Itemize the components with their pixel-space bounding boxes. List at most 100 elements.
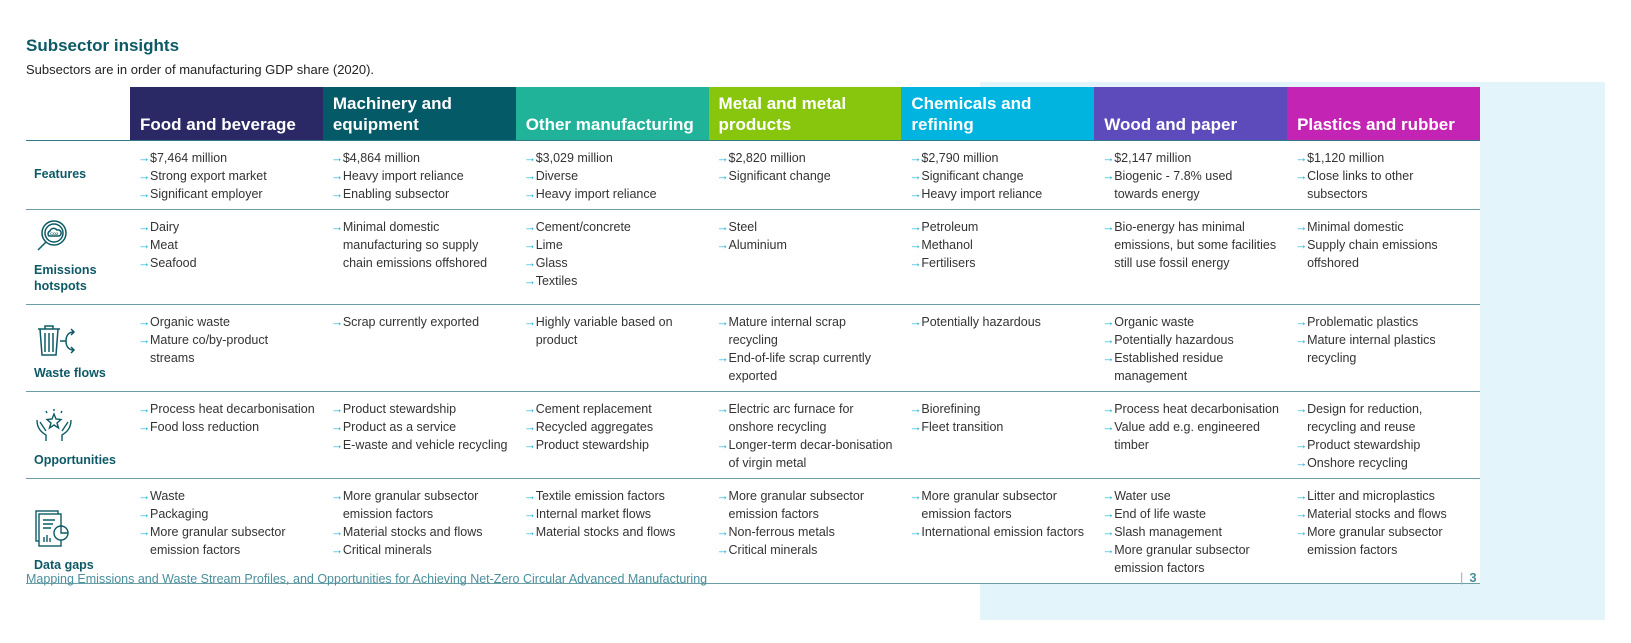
arrow-right-icon: → xyxy=(523,314,537,329)
arrow-right-icon: → xyxy=(1295,168,1308,183)
arrow-right-icon: → xyxy=(716,350,730,365)
subsector-table: Food and beverage Machinery and equipment… xyxy=(26,87,1480,584)
row-label-text: Emissions hotspots xyxy=(34,262,97,293)
list-item: → Petroleum xyxy=(909,218,1086,236)
arrow-right-icon: → xyxy=(909,488,922,503)
list-item: → Design for reduction, recycling and reu… xyxy=(1295,400,1472,436)
arrow-right-icon: → xyxy=(909,524,922,539)
list-item: → Slash management xyxy=(1102,523,1279,541)
arrow-right-icon: → xyxy=(1295,237,1308,252)
cell: → More granular subsector emission factor… xyxy=(901,478,1095,584)
cell: → Steel → Aluminium xyxy=(708,209,902,305)
list-item: → Enabling subsector xyxy=(331,185,508,203)
item-text: Cement/concrete xyxy=(535,219,631,234)
arrow-right-icon: → xyxy=(1295,219,1308,234)
cell: → More granular subsector emission factor… xyxy=(322,478,516,584)
item-text: Water use xyxy=(1114,488,1171,503)
list-item: → More granular subsector emission factor… xyxy=(331,487,508,523)
item-text: Product as a service xyxy=(342,419,457,434)
cell: → Biorefining → Fleet transition xyxy=(901,391,1095,479)
arrow-right-icon: → xyxy=(1295,401,1308,416)
item-text: Mature co/by-product streams xyxy=(150,332,269,365)
list-item: → Onshore recycling xyxy=(1295,454,1472,472)
list-item: → Food loss reduction xyxy=(138,418,315,436)
cell: → More granular subsector emission factor… xyxy=(708,478,902,584)
arrow-right-icon: → xyxy=(909,150,922,165)
arrow-right-icon: → xyxy=(330,437,344,452)
cell: → Cement/concrete → Lime → Glass → Textiles xyxy=(515,209,709,305)
cell: → Scrap currently exported xyxy=(322,304,516,392)
item-text: Minimal domestic manufacturing so supply… xyxy=(342,219,488,270)
arrow-right-icon: → xyxy=(1295,437,1308,452)
arrow-right-icon: → xyxy=(523,186,537,201)
arrow-right-icon: → xyxy=(330,150,344,165)
list-item: → Meat xyxy=(138,236,315,254)
item-text: Organic waste xyxy=(150,314,230,329)
arrow-right-icon: → xyxy=(1102,168,1115,183)
list-item: → Aluminium xyxy=(717,236,894,254)
list-item: → Glass xyxy=(524,254,701,272)
list-item: → More granular subsector emission factor… xyxy=(1102,541,1279,577)
item-text: Critical minerals xyxy=(342,542,432,557)
list-item: → Litter and microplastics xyxy=(1295,487,1472,505)
arrow-right-icon: → xyxy=(138,255,151,270)
item-text: Waste xyxy=(150,488,185,503)
list-item: → Mature internal plastics recycling xyxy=(1295,331,1472,367)
item-text: Heavy import reliance xyxy=(342,168,464,183)
arrow-right-icon: → xyxy=(330,419,344,434)
list-item: → Waste xyxy=(138,487,315,505)
list-item: → More granular subsector emission factor… xyxy=(138,523,315,559)
list-item: → E-waste and vehicle recycling xyxy=(331,436,508,454)
arrow-right-icon: → xyxy=(330,542,344,557)
list-item: → Potentially hazardous xyxy=(909,313,1086,331)
item-text: End of life waste xyxy=(1114,506,1206,521)
item-text: Methanol xyxy=(921,237,973,252)
item-text: Biogenic - 7.8% used towards energy xyxy=(1114,168,1233,201)
arrow-right-icon: → xyxy=(1295,488,1308,503)
list-item: → Seafood xyxy=(138,254,315,272)
arrow-right-icon: → xyxy=(716,237,730,252)
row-opportunities: Opportunities → Process heat decarbonisati… xyxy=(26,391,1480,479)
item-text: $1,120 million xyxy=(1307,150,1385,165)
item-text: Aluminium xyxy=(728,237,787,252)
row-label-text: Data gaps xyxy=(34,557,94,572)
list-item: → $4,864 million xyxy=(331,149,508,167)
item-text: Close links to other subsectors xyxy=(1307,168,1414,201)
list-item: → Process heat decarbonisation xyxy=(138,400,315,418)
item-text: More granular subsector emission factors xyxy=(728,488,865,521)
arrow-right-icon: → xyxy=(138,150,151,165)
item-text: $3,029 million xyxy=(535,150,613,165)
list-item: → Potentially hazardous xyxy=(1102,331,1279,349)
arrow-right-icon: → xyxy=(138,332,151,347)
column-header-other-manufacturing: Other manufacturing xyxy=(515,87,709,141)
arrow-right-icon: → xyxy=(138,219,151,234)
arrow-right-icon: → xyxy=(523,488,537,503)
list-item: → Heavy import reliance xyxy=(524,185,701,203)
item-text: Material stocks and flows xyxy=(535,524,676,539)
cell: → Water use → End of life waste → Slash manag… xyxy=(1094,478,1288,584)
item-text: Bio-energy has minimal emissions, but so… xyxy=(1114,219,1277,270)
list-item: → Recycled aggregates xyxy=(524,418,701,436)
item-text: Significant change xyxy=(728,168,831,183)
column-header-metal-and-metal-products: Metal and metal products xyxy=(708,87,902,141)
arrow-right-icon: → xyxy=(1102,506,1115,521)
header-blank xyxy=(26,87,130,141)
cell: → Waste → Packaging → More granular subsector… xyxy=(130,478,323,584)
list-item: → Longer-term decar-bonisation of virgin … xyxy=(717,436,894,472)
arrow-right-icon: → xyxy=(909,237,922,252)
list-item: → Problematic plastics xyxy=(1295,313,1472,331)
list-item: → Minimal domestic xyxy=(1295,218,1472,236)
item-text: Design for reduction, recycling and reus… xyxy=(1307,401,1423,434)
arrow-right-icon: → xyxy=(1102,542,1115,557)
item-text: Seafood xyxy=(150,255,197,270)
list-item: → Lime xyxy=(524,236,701,254)
cell: → Bio-energy has minimal emissions, but s… xyxy=(1094,209,1288,305)
row-waste: Waste flows → Organic waste → Mature co/by-p… xyxy=(26,304,1480,392)
item-text: More granular subsector emission factors xyxy=(342,488,479,521)
arrow-right-icon: → xyxy=(909,168,922,183)
arrow-right-icon: → xyxy=(1295,506,1308,521)
item-text: Fleet transition xyxy=(921,419,1004,434)
cell: → Mature internal scrap recycling → End-of-… xyxy=(708,304,902,392)
hands-star-icon xyxy=(34,408,122,448)
item-text: Significant employer xyxy=(150,186,263,201)
